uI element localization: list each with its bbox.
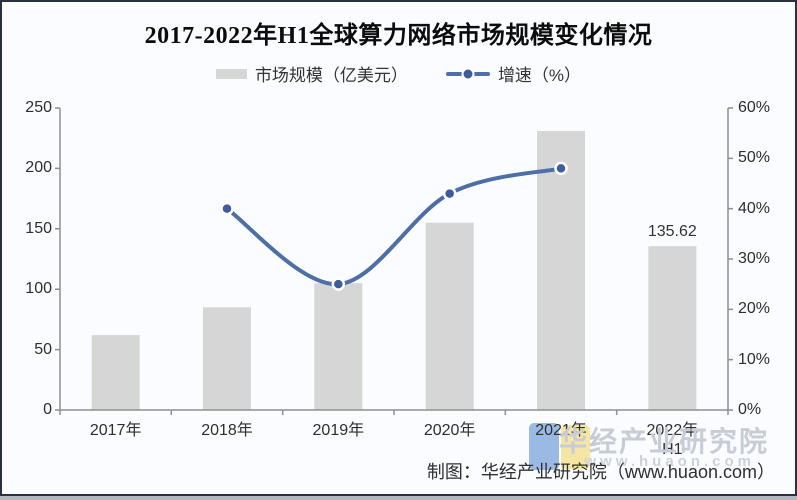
chart-title: 2017-2022年H1全球算力网络市场规模变化情况 bbox=[144, 23, 653, 49]
logo-yellow-shape bbox=[561, 425, 590, 469]
y-left-tick-250: 250 bbox=[25, 99, 52, 116]
y-right-tick-40%: 40% bbox=[738, 199, 771, 217]
x-label-2020年: 2020年 bbox=[423, 422, 476, 439]
growth-marker-2021年 bbox=[554, 161, 568, 176]
y-left-tick-50: 50 bbox=[34, 340, 52, 358]
bar-value-label-2022年H1: 135.62 bbox=[647, 223, 697, 241]
growth-marker-2018年 bbox=[220, 201, 234, 216]
x-label-2019年: 2019年 bbox=[312, 422, 365, 439]
credit-line: 制图：华经产业研究院（www.huaon.com） bbox=[426, 462, 775, 482]
legend-label-market-size: 市场规模（亿美元） bbox=[254, 66, 408, 85]
watermark-url: www.huaon.com bbox=[584, 453, 755, 470]
axes bbox=[55, 107, 733, 415]
x-label-2021年: 2021年 bbox=[535, 422, 587, 439]
y-left-tick-200: 200 bbox=[25, 159, 52, 177]
bar-2018年 bbox=[203, 307, 251, 410]
y-right-tick-60%: 60% bbox=[738, 99, 771, 116]
bar-2022年H1 bbox=[648, 246, 697, 410]
growth-marker-2020年 bbox=[442, 186, 457, 201]
logo-blue-shape bbox=[529, 423, 559, 470]
y-right-tick-20%: 20% bbox=[738, 300, 771, 318]
x-label-2022年H1: 2022年 H1 bbox=[627, 421, 717, 459]
y-right-tick-0%: 0% bbox=[738, 401, 762, 418]
y-left-tick-150: 150 bbox=[25, 219, 52, 237]
growth-marker-2019年 bbox=[331, 277, 346, 291]
line-swatch-icon bbox=[445, 67, 490, 80]
bar-2020年 bbox=[425, 222, 474, 410]
legend: 市场规模（亿美元） 增速（%） bbox=[2, 61, 795, 86]
bar-swatch-icon bbox=[215, 68, 247, 79]
growth-line bbox=[225, 166, 563, 287]
x-label-subline: H1 bbox=[662, 441, 683, 458]
watermark-brand: 华经产业研究院 bbox=[558, 426, 769, 457]
marker-dot-icon bbox=[461, 67, 475, 80]
huajing-logo bbox=[529, 423, 592, 471]
legend-item-growth: 增速（%） bbox=[445, 61, 582, 86]
y-left-tick-100: 100 bbox=[25, 280, 52, 298]
y-right-tick-30%: 30% bbox=[738, 250, 771, 267]
x-label-2018年: 2018年 bbox=[201, 422, 253, 439]
y-right-tick-50%: 50% bbox=[738, 149, 771, 167]
y-right-tick-10%: 10% bbox=[738, 350, 771, 368]
bar-2017年 bbox=[91, 335, 140, 410]
bar-2021年 bbox=[537, 130, 585, 410]
y-left-tick-0: 0 bbox=[43, 401, 52, 418]
legend-label-growth: 增速（%） bbox=[497, 66, 582, 85]
x-label-2017年: 2017年 bbox=[89, 422, 142, 439]
legend-item-market-size: 市场规模（亿美元） bbox=[215, 61, 408, 86]
plot-svg bbox=[55, 107, 733, 415]
bar-2019年 bbox=[314, 283, 363, 410]
